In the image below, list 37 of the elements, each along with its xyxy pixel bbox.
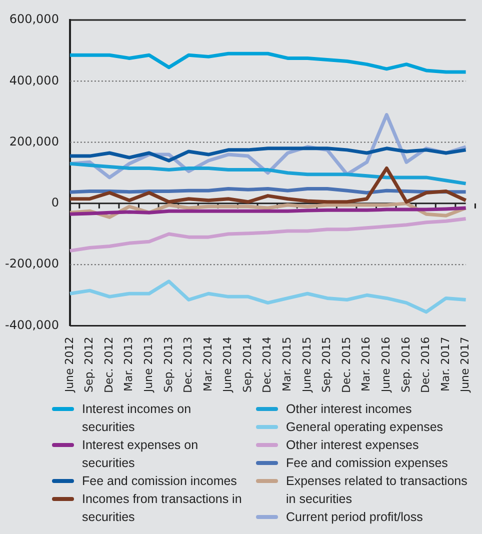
legend-label: Interest expenses on securities (82, 437, 200, 472)
legend-label: General operating expenses (286, 419, 444, 436)
y-tick-label: -400,000 (5, 318, 59, 332)
legend-label: Incomes from transactions in securities (82, 491, 242, 526)
y-tick-label: 200,000 (9, 134, 59, 148)
x-tick-label: Dec. 2014 (260, 336, 274, 394)
x-tick-label: Sep. 2015 (320, 336, 334, 392)
y-tick-label: -200,000 (5, 256, 59, 271)
legend-label: Other interest expenses (286, 437, 419, 454)
x-tick-label: Dec. 2015 (340, 336, 353, 394)
x-tick-label: Dec. 2012 (102, 336, 116, 394)
x-tick-label: Mar. 2015 (280, 336, 294, 392)
x-tick-label: June 2017 (458, 336, 472, 394)
x-tick-label: June 2015 (300, 336, 314, 394)
x-tick-label: Sep. 2014 (240, 336, 254, 392)
legend-label: Interest incomes on securities (82, 401, 192, 436)
y-tick-label: 0 (51, 196, 59, 210)
x-tick-label: Sep. 2016 (399, 336, 412, 392)
x-tick-label: June 2013 (142, 336, 155, 394)
legend-label: Expenses related to transactions in securities (286, 473, 468, 508)
x-tick-label: June 2016 (379, 336, 392, 394)
x-tick-label: Sep. 2013 (162, 336, 175, 392)
x-tick-label: Dec. 2013 (182, 336, 195, 394)
y-tick-label: 400,000 (9, 73, 59, 88)
x-tick-label: June 2014 (221, 336, 234, 394)
x-tick-label: June 2012 (62, 336, 76, 394)
x-tick-label: Dec. 2016 (419, 336, 432, 394)
legend-label: Fee and comission incomes (82, 473, 237, 490)
x-tick-label: Mar. 2013 (122, 336, 136, 392)
x-tick-label: Mar. 2017 (438, 336, 452, 392)
x-tick-label: Sep. 2012 (82, 336, 96, 392)
x-tick-label: Mar. 2014 (201, 336, 214, 392)
y-tick-label: 600,000 (9, 12, 59, 26)
legend-label: Current period profit/loss (286, 509, 423, 526)
x-tick-label: Mar. 2016 (360, 336, 373, 392)
legend-label: Fee and comission expenses (286, 455, 448, 472)
legend-label: Other interest incomes (286, 401, 412, 418)
